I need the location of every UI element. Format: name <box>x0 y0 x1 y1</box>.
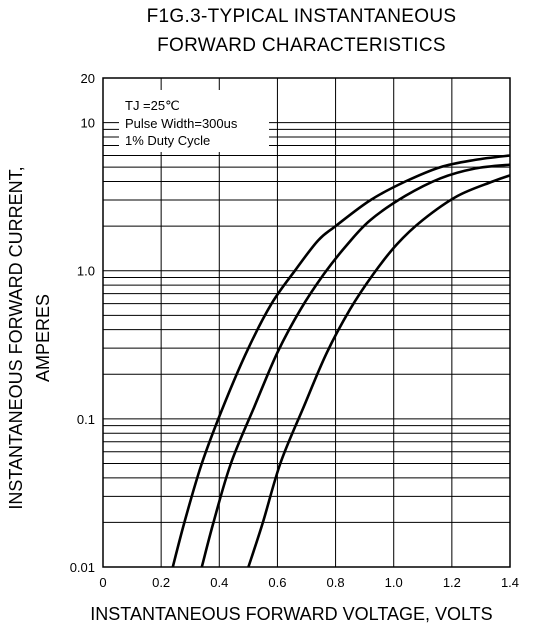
annotation-duty-cycle: 1% Duty Cycle <box>125 133 210 148</box>
x-axis-label: INSTANTANEOUS FORWARD VOLTAGE, VOLTS <box>90 604 493 624</box>
y-tick-labels: 0.01 0.1 1.0 10 20 <box>70 71 95 575</box>
annotation-pulse-width: Pulse Width=300us <box>125 116 238 131</box>
chart-title-line1: F1G.3-TYPICAL INSTANTANEOUS <box>146 6 457 27</box>
x-tick-label: 0.8 <box>327 575 345 590</box>
y-axis-label-line2: AMPERES <box>33 294 53 382</box>
x-tick-label: 1.0 <box>385 575 403 590</box>
series-group <box>171 154 511 568</box>
y-tick-label: 0.1 <box>77 412 95 427</box>
conditions-box: TJ =25℃ Pulse Width=300us 1% Duty Cycle <box>119 90 269 152</box>
chart-title-line2: FORWARD CHARACTERISTICS <box>157 35 446 56</box>
annotation-temperature: TJ =25℃ <box>125 98 180 113</box>
plot-frame <box>102 77 511 568</box>
grid <box>103 78 510 567</box>
x-tick-labels: 0 0.2 0.4 0.6 0.8 1.0 1.2 1.4 <box>99 575 519 590</box>
x-tick-label: 0.6 <box>268 575 286 590</box>
y-tick-label: 10 <box>81 116 95 131</box>
y-axis-label-line1: INSTANTANEOUS FORWARD CURRENT, <box>6 166 26 509</box>
y-tick-label: 20 <box>81 71 95 86</box>
x-tick-label: 0.2 <box>152 575 170 590</box>
y-tick-label: 0.01 <box>70 560 95 575</box>
y-tick-label: 1.0 <box>77 264 95 279</box>
x-tick-label: 0.4 <box>210 575 228 590</box>
x-tick-label: 0 <box>99 575 106 590</box>
series-line <box>171 154 511 568</box>
series-line <box>200 163 511 568</box>
series-line <box>247 174 511 568</box>
x-tick-label: 1.2 <box>443 575 461 590</box>
x-tick-label: 1.4 <box>501 575 519 590</box>
